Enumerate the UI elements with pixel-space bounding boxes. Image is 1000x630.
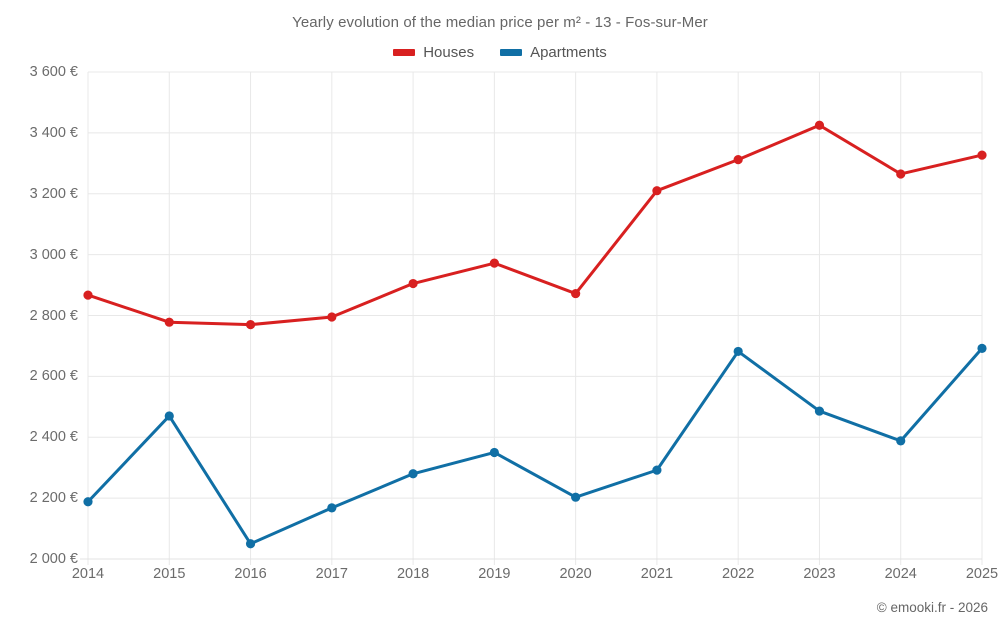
data-point-apartments-2018[interactable] <box>408 469 418 479</box>
data-point-apartments-2022[interactable] <box>733 346 743 357</box>
data-point-houses-2020[interactable] <box>571 288 581 299</box>
x-tick-label: 2020 <box>559 566 592 582</box>
x-tick-label: 2019 <box>478 566 511 582</box>
legend-label-apartments: Apartments <box>530 44 607 61</box>
data-point-apartments-2025[interactable] <box>977 343 987 353</box>
data-point-apartments-2014[interactable] <box>83 497 93 507</box>
data-point-houses-2018[interactable] <box>408 278 418 289</box>
data-point-houses-2016[interactable] <box>245 320 256 330</box>
series-line-apartments <box>86 346 984 546</box>
y-tick-label: 2 400 € <box>29 429 78 446</box>
data-point-apartments-2016[interactable] <box>245 539 256 549</box>
legend-label-houses: Houses <box>423 44 475 61</box>
x-tick-label: 2024 <box>884 566 917 582</box>
x-tick-label: 2022 <box>722 566 755 582</box>
data-point-apartments-2024[interactable] <box>896 436 906 446</box>
legend-swatch-houses <box>393 49 416 56</box>
y-tick-label: 3 400 € <box>29 124 78 141</box>
y-tick-label: 2 600 € <box>29 368 78 385</box>
x-tick-label: 2018 <box>396 566 430 582</box>
y-tick-label: 3 200 € <box>29 185 78 202</box>
data-point-apartments-2017[interactable] <box>327 503 337 513</box>
x-tick-label: 2015 <box>153 566 186 582</box>
data-point-apartments-2021[interactable] <box>652 465 662 475</box>
data-point-houses-2021[interactable] <box>652 186 662 196</box>
y-axis-labels: 2 000 € 2 200 € 2 400 € 2 600 € 2 800 € 3 000… <box>8 0 78 625</box>
data-point-apartments-2020[interactable] <box>571 492 581 502</box>
y-tick-label: 2 000 € <box>29 551 78 567</box>
x-tick-label: 2016 <box>234 566 267 582</box>
data-point-houses-2019[interactable] <box>489 258 499 268</box>
data-point-houses-2023[interactable] <box>814 120 825 130</box>
data-point-houses-2017[interactable] <box>327 312 337 322</box>
data-point-apartments-2015[interactable] <box>164 411 174 421</box>
x-tick-label: 2023 <box>803 566 836 582</box>
y-tick-label: 2 200 € <box>29 490 78 507</box>
data-point-houses-2025[interactable] <box>977 150 987 160</box>
y-tick-label: 3 600 € <box>29 64 78 80</box>
x-tick-label: 2021 <box>640 566 674 582</box>
y-tick-label: 2 800 € <box>29 307 78 324</box>
data-point-houses-2015[interactable] <box>164 317 174 327</box>
legend-item-houses[interactable]: Houses <box>393 44 474 61</box>
x-tick-label: 2014 <box>71 566 105 582</box>
footer-credit: © emooki.fr - 2026 <box>876 600 988 615</box>
legend-item-apartments[interactable]: Apartments <box>500 44 607 61</box>
data-point-houses-2014[interactable] <box>83 290 93 300</box>
data-point-apartments-2019[interactable] <box>489 447 499 458</box>
data-point-houses-2024[interactable] <box>896 169 906 179</box>
chart-title: Yearly evolution of the median price per… <box>292 14 708 31</box>
data-point-houses-2022[interactable] <box>733 155 743 165</box>
x-tick-label: 2017 <box>315 566 348 582</box>
data-point-apartments-2023[interactable] <box>814 406 825 416</box>
chart-legend: Houses Apartments <box>0 44 1000 61</box>
y-tick-label: 3 000 € <box>29 246 78 263</box>
legend-swatch-apartments <box>500 49 523 56</box>
x-tick-label: 2025 <box>965 566 999 582</box>
series-line-houses <box>86 123 984 327</box>
